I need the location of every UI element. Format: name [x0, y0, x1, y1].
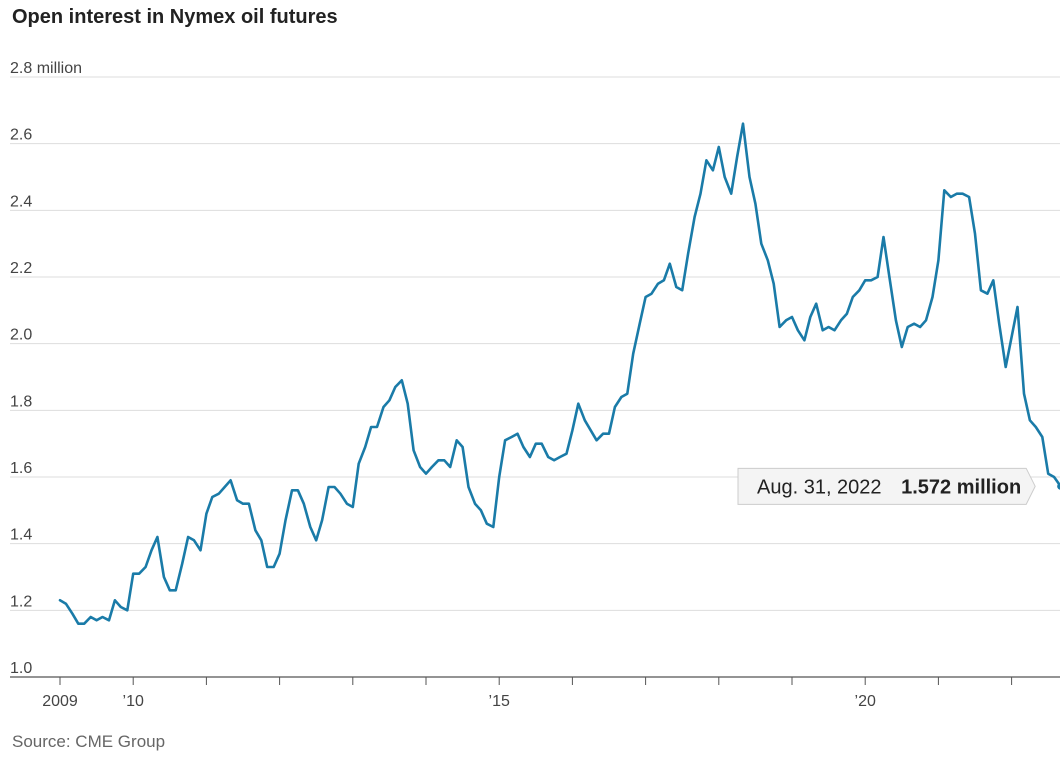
y-tick-label: 1.8 — [10, 393, 32, 410]
callout-box — [737, 467, 1036, 505]
last-point-marker — [1057, 482, 1060, 490]
callout-text: Aug. 31, 2022 1.572 million — [757, 476, 1021, 498]
y-tick-label: 2.4 — [10, 193, 32, 210]
series-group — [58, 122, 1060, 625]
value-callout: Aug. 31, 2022 1.572 million — [737, 467, 1036, 505]
x-tick-label: ’15 — [489, 693, 510, 710]
y-tick-label: 1.0 — [10, 660, 32, 677]
x-tick-label: ’20 — [855, 693, 876, 710]
callout-value: 1.572 million — [901, 476, 1021, 498]
source-note: Source: CME Group — [12, 732, 166, 751]
y-tick-label: 1.4 — [10, 527, 32, 544]
y-tick-label: 1.6 — [10, 460, 32, 477]
y-tick-label: 2.8 million — [10, 60, 82, 77]
callout-date: Aug. 31, 2022 — [757, 476, 882, 498]
y-tick-label: 2.6 — [10, 127, 32, 144]
y-tick-label: 1.2 — [10, 593, 32, 610]
y-axis-ticks: 1.0 1.2 1.4 1.6 1.8 2.0 2.2 2.4 2.6 2.8 million — [10, 60, 82, 677]
x-tick-label: ’10 — [123, 693, 144, 710]
x-tick-label: 2009 — [42, 693, 78, 710]
y-tick-label: 2.0 — [10, 327, 32, 344]
y-tick-label: 2.2 — [10, 260, 32, 277]
series-line — [58, 122, 1060, 625]
chart-title: Open interest in Nymex oil futures — [12, 6, 338, 28]
x-axis: 2009 ’10 ’15 ’20 — [42, 677, 1013, 710]
